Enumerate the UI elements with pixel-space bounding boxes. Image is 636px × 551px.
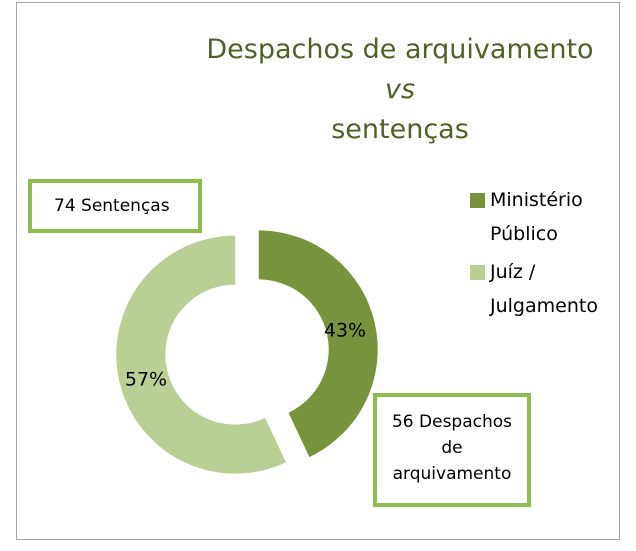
legend-swatch	[470, 193, 485, 208]
chart-title: Despachos de arquivamento	[206, 34, 594, 65]
chart-frame	[16, 2, 620, 540]
annotation-box: 56 Despachos de arquivamento	[373, 393, 531, 507]
donut-slice	[258, 230, 378, 458]
data-label: 43%	[324, 320, 366, 342]
legend-label: Juíz / Julgamento	[490, 261, 598, 317]
legend-label: Ministério Público	[490, 189, 583, 245]
annotation-box: 74 Sentenças	[28, 179, 202, 233]
donut-slice	[116, 235, 286, 474]
data-label: 57%	[125, 369, 167, 391]
legend-item: Juíz / Julgamento	[466, 255, 630, 323]
legend-swatch	[470, 265, 485, 280]
chart-title: vs	[384, 74, 416, 105]
chart-title: sentenças	[331, 114, 469, 145]
legend-item: Ministério Público	[466, 183, 630, 251]
